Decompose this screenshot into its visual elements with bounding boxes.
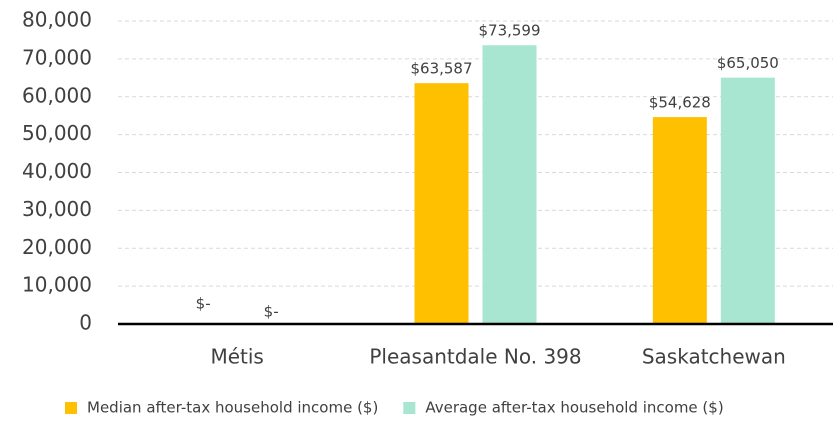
value-label: $65,050: [717, 54, 779, 72]
y-tick-label: 60,000: [22, 83, 92, 107]
legend-swatch: [65, 402, 77, 414]
value-label: $-: [196, 295, 211, 313]
value-label: $54,628: [649, 94, 711, 112]
y-tick-label: 20,000: [22, 235, 92, 259]
x-tick-label: Saskatchewan: [642, 345, 786, 369]
legend-swatch: [403, 402, 416, 414]
y-tick-label: 10,000: [22, 273, 92, 297]
y-tick-label: 70,000: [22, 45, 92, 69]
x-tick-label: Pleasantdale No. 398: [369, 345, 581, 369]
bar: [652, 117, 707, 324]
value-label: $-: [264, 303, 279, 321]
y-tick-label: 40,000: [22, 159, 92, 183]
y-tick-label: 80,000: [22, 8, 92, 32]
x-tick-label: Métis: [210, 345, 263, 369]
bar: [720, 77, 775, 324]
legend-label: Average after-tax household income ($): [425, 399, 723, 417]
y-tick-label: 30,000: [22, 197, 92, 221]
y-tick-label: 0: [79, 311, 92, 335]
value-label: $73,599: [478, 22, 540, 40]
value-label: $63,587: [410, 60, 472, 78]
y-tick-label: 50,000: [22, 121, 92, 145]
legend-label: Median after-tax household income ($): [87, 399, 378, 417]
bar: [482, 45, 537, 325]
bar: [414, 83, 469, 324]
